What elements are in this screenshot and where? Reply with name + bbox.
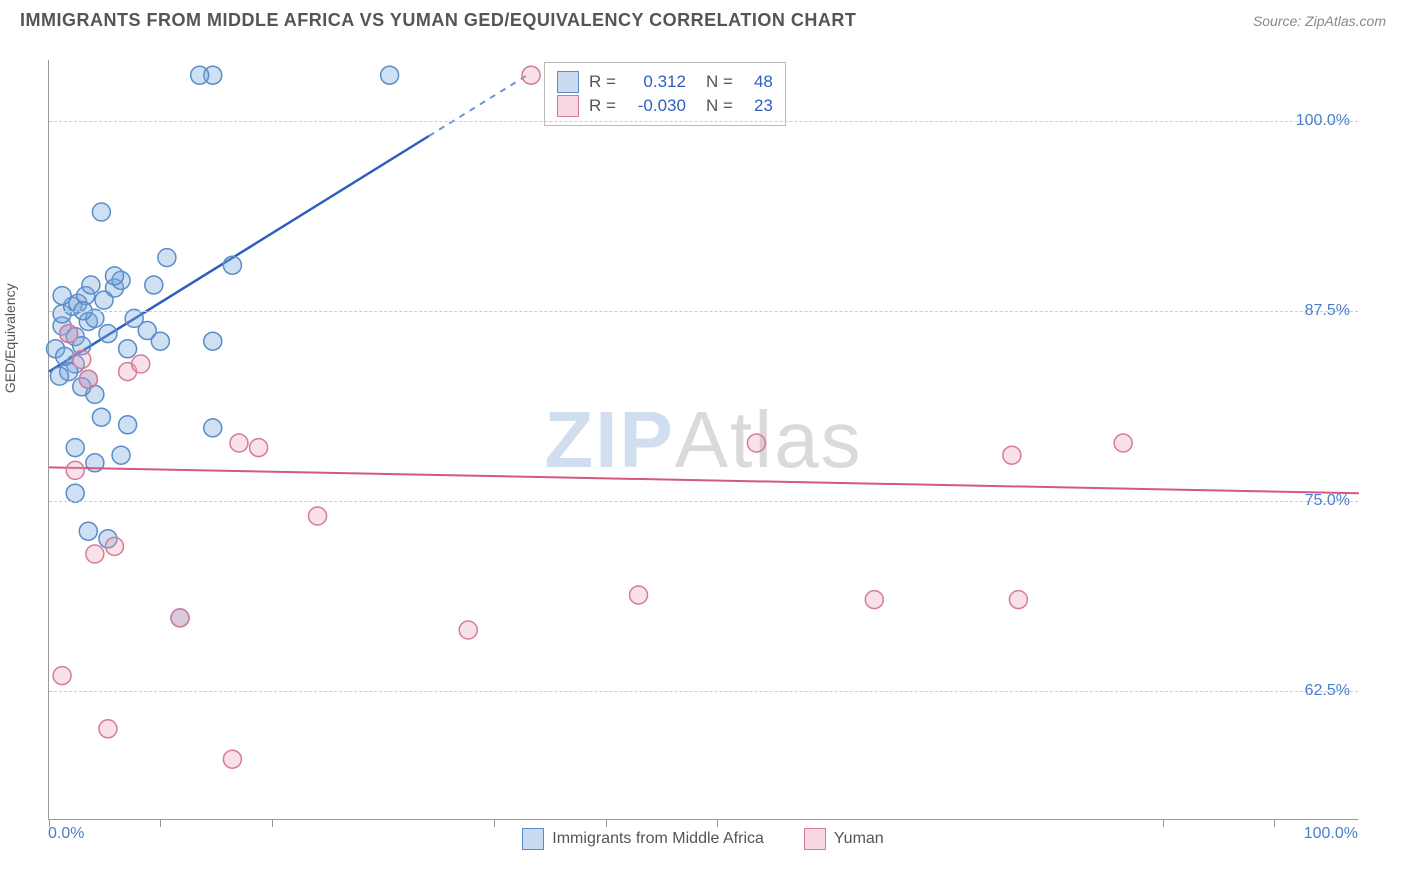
header: IMMIGRANTS FROM MIDDLE AFRICA VS YUMAN G… <box>0 0 1406 36</box>
r-label: R = <box>589 96 616 116</box>
data-point <box>66 461 84 479</box>
data-point <box>158 249 176 267</box>
gridline <box>49 501 1358 502</box>
data-point <box>522 66 540 84</box>
gridline <box>49 121 1358 122</box>
data-point <box>95 291 113 309</box>
x-tick <box>160 819 161 827</box>
data-point <box>79 522 97 540</box>
data-point <box>82 276 100 294</box>
data-point <box>204 419 222 437</box>
data-point <box>73 350 91 368</box>
data-point <box>138 322 156 340</box>
data-point <box>204 332 222 350</box>
x-tick <box>272 819 273 827</box>
legend-item: Immigrants from Middle Africa <box>522 828 764 850</box>
data-point <box>309 507 327 525</box>
data-point <box>92 203 110 221</box>
data-point <box>459 621 477 639</box>
trend-line <box>49 467 1359 493</box>
data-point <box>53 667 71 685</box>
stat-row: R = 0.312 N = 48 <box>557 71 773 93</box>
n-label: N = <box>706 72 733 92</box>
data-point <box>99 720 117 738</box>
r-label: R = <box>589 72 616 92</box>
data-point <box>223 750 241 768</box>
data-point <box>145 276 163 294</box>
data-point <box>106 537 124 555</box>
y-tick-label: 100.0% <box>1296 112 1350 130</box>
legend: Immigrants from Middle Africa Yuman <box>0 828 1406 850</box>
data-point <box>747 434 765 452</box>
data-point <box>250 439 268 457</box>
r-value: -0.030 <box>626 96 686 116</box>
data-point <box>99 325 117 343</box>
data-point <box>1009 591 1027 609</box>
x-tick <box>1274 819 1275 827</box>
x-tick <box>494 819 495 827</box>
legend-swatch-icon <box>522 828 544 850</box>
chart-plot-area: ZIPAtlas R =0.312N =48R =-0.030N =23 62.… <box>48 60 1358 820</box>
r-value: 0.312 <box>626 72 686 92</box>
data-point <box>191 66 209 84</box>
data-point <box>79 370 97 388</box>
trend-line-dash <box>429 75 527 136</box>
n-label: N = <box>706 96 733 116</box>
data-point <box>92 408 110 426</box>
data-point <box>1003 446 1021 464</box>
y-axis-title: GED/Equivalency <box>2 283 18 393</box>
data-point <box>119 340 137 358</box>
data-point <box>223 256 241 274</box>
data-point <box>53 287 71 305</box>
data-point <box>171 609 189 627</box>
data-point <box>112 446 130 464</box>
x-tick <box>717 819 718 827</box>
x-tick <box>1163 819 1164 827</box>
gridline <box>49 311 1358 312</box>
data-point <box>86 545 104 563</box>
data-point <box>119 416 137 434</box>
y-tick-label: 75.0% <box>1305 492 1350 510</box>
data-point <box>60 325 78 343</box>
n-value: 23 <box>743 96 773 116</box>
legend-swatch-icon <box>804 828 826 850</box>
n-value: 48 <box>743 72 773 92</box>
y-tick-label: 87.5% <box>1305 302 1350 320</box>
correlation-stat-box: R = 0.312 N = 48 R = -0.030 N = 23 <box>544 62 786 126</box>
data-point <box>50 367 68 385</box>
x-tick <box>606 819 607 827</box>
source-label: Source: ZipAtlas.com <box>1253 13 1386 29</box>
plot-svg <box>49 60 1358 819</box>
data-point <box>865 591 883 609</box>
data-point <box>106 267 124 285</box>
data-point <box>66 484 84 502</box>
data-point <box>56 347 74 365</box>
data-point <box>230 434 248 452</box>
legend-label: Yuman <box>834 830 884 848</box>
legend-label: Immigrants from Middle Africa <box>552 830 764 848</box>
series-swatch-icon <box>557 71 579 93</box>
chart-title: IMMIGRANTS FROM MIDDLE AFRICA VS YUMAN G… <box>20 10 856 31</box>
stat-row: R = -0.030 N = 23 <box>557 95 773 117</box>
data-point <box>132 355 150 373</box>
y-tick-label: 62.5% <box>1305 682 1350 700</box>
data-point <box>630 586 648 604</box>
data-point <box>66 439 84 457</box>
series-swatch-icon <box>557 95 579 117</box>
data-point <box>381 66 399 84</box>
gridline <box>49 691 1358 692</box>
data-point <box>1114 434 1132 452</box>
legend-item: Yuman <box>804 828 884 850</box>
